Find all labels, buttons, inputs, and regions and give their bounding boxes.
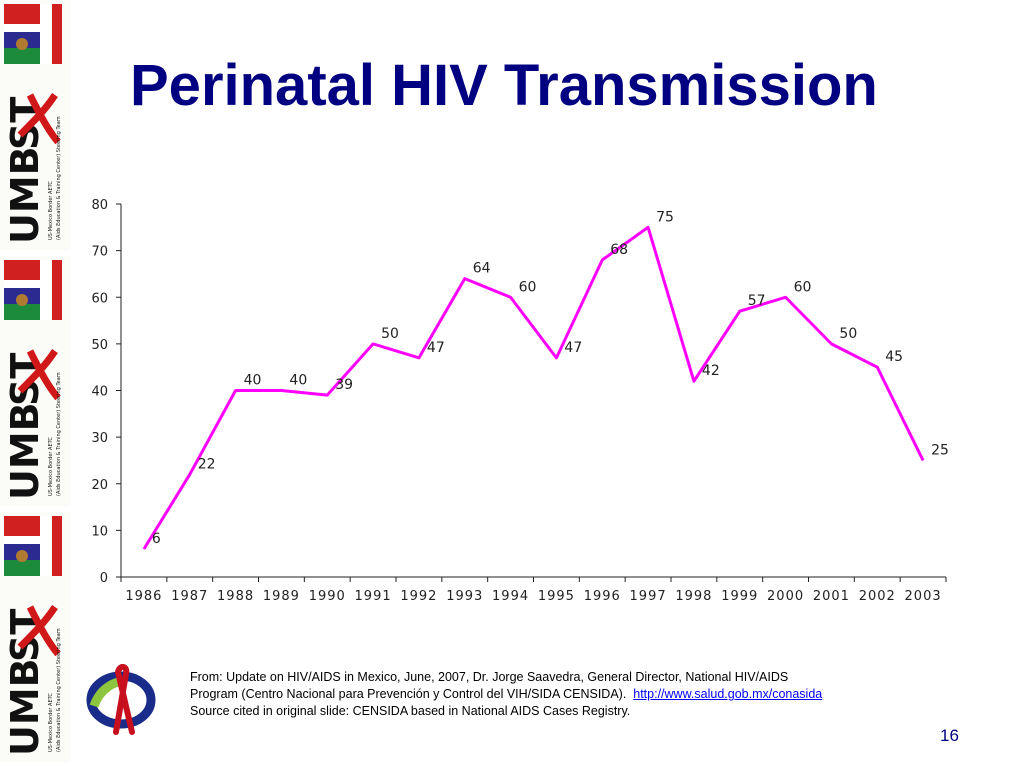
data-label: 60 bbox=[519, 279, 537, 295]
x-tick-label: 1986 bbox=[125, 589, 162, 604]
data-label: 39 bbox=[335, 377, 353, 393]
data-label: 22 bbox=[198, 456, 216, 472]
data-label: 25 bbox=[931, 442, 949, 458]
svg-text:US-Mexico Border AETC: US-Mexico Border AETC bbox=[48, 693, 54, 752]
svg-text:UMB: UMB bbox=[3, 402, 47, 500]
source-link[interactable]: http://www.salud.gob.mx/conasida bbox=[633, 687, 823, 701]
svg-text:ST: ST bbox=[3, 353, 47, 406]
data-labels: 6 22 40 40 39 50 47 64 60 47 68 75 42 57 60 50 45 25 bbox=[152, 209, 949, 547]
data-label: 42 bbox=[702, 363, 720, 379]
y-tick-label: 0 bbox=[100, 571, 108, 586]
umbpst-logo: UMB ST US-Mexico Border AETC (Aids Educa… bbox=[0, 256, 70, 506]
data-label: 50 bbox=[839, 326, 857, 342]
data-label: 47 bbox=[427, 340, 445, 356]
page-number: 16 bbox=[940, 726, 959, 745]
svg-text:ST: ST bbox=[3, 609, 47, 662]
y-tick-label: 20 bbox=[91, 478, 108, 493]
x-tick-label: 1990 bbox=[309, 589, 346, 604]
data-label: 75 bbox=[656, 209, 674, 225]
x-tick-label: 1997 bbox=[630, 589, 667, 604]
x-tick-label: 1996 bbox=[584, 589, 621, 604]
y-tick-label: 70 bbox=[91, 245, 108, 260]
series-line bbox=[142, 225, 925, 550]
data-label: 47 bbox=[564, 340, 582, 356]
source-line-2: Program (Centro Nacional para Prevención… bbox=[190, 686, 930, 703]
data-label: 64 bbox=[473, 261, 491, 277]
svg-text:(Aids Education & Training Cen: (Aids Education & Training Center) Steer… bbox=[56, 372, 62, 496]
x-tick-label: 1988 bbox=[217, 589, 254, 604]
aids-ribbon-logo bbox=[86, 664, 156, 735]
x-tick-label: 1999 bbox=[721, 589, 758, 604]
x-tick-label: 1992 bbox=[400, 589, 437, 604]
svg-text:(Aids Education & Training Cen: (Aids Education & Training Center) Steer… bbox=[56, 628, 62, 752]
x-tick-label: 1994 bbox=[492, 589, 529, 604]
data-label: 57 bbox=[748, 293, 766, 309]
data-label: 68 bbox=[610, 242, 628, 258]
svg-text:US-Mexico Border AETC: US-Mexico Border AETC bbox=[48, 437, 54, 496]
svg-text:ST: ST bbox=[3, 97, 47, 150]
y-tick-label: 60 bbox=[91, 291, 108, 306]
x-tick-label: 1987 bbox=[171, 589, 208, 604]
data-label: 40 bbox=[289, 373, 307, 389]
x-tick-label: 1989 bbox=[263, 589, 300, 604]
x-tick-label: 1995 bbox=[538, 589, 575, 604]
source-line-2-text: Program (Centro Nacional para Prevención… bbox=[190, 687, 627, 701]
source-line-1: From: Update on HIV/AIDS in Mexico, June… bbox=[190, 670, 789, 684]
y-tick-label: 50 bbox=[91, 338, 108, 353]
x-tick-label: 1993 bbox=[446, 589, 483, 604]
x-tick-label: 2000 bbox=[767, 589, 804, 604]
umbpst-logo: UMB ST US-Mexico Border AETC (Aids Educa… bbox=[0, 512, 70, 762]
source-line-3: Source cited in original slide: CENSIDA … bbox=[190, 704, 631, 718]
x-tick-label: 2003 bbox=[905, 589, 942, 604]
x-tick-label: 2002 bbox=[859, 589, 896, 604]
y-tick-label: 80 bbox=[91, 198, 108, 213]
y-tick-label: 10 bbox=[91, 524, 108, 539]
data-label: 60 bbox=[794, 279, 812, 295]
x-tick-label: 1991 bbox=[355, 589, 392, 604]
data-label: 45 bbox=[885, 349, 903, 365]
svg-text:(Aids Education & Training Cen: (Aids Education & Training Center) Steer… bbox=[56, 116, 62, 240]
svg-text:UMB: UMB bbox=[3, 146, 47, 244]
x-tick-label: 2001 bbox=[813, 589, 850, 604]
svg-text:UMB: UMB bbox=[3, 658, 47, 756]
x-tick-labels: 1986 1987 1988 1989 1990 1991 1992 1993 1994 1995… bbox=[125, 589, 942, 604]
data-label: 40 bbox=[244, 373, 262, 389]
y-tick-label: 40 bbox=[91, 385, 108, 400]
svg-text:US-Mexico Border AETC: US-Mexico Border AETC bbox=[48, 181, 54, 240]
data-label: 50 bbox=[381, 326, 399, 342]
chart-axes bbox=[116, 203, 947, 582]
umbpst-logo: UMB ST US-Mexico Border AETC (Aids Educa… bbox=[0, 0, 70, 250]
slide-title: Perinatal HIV Transmission bbox=[130, 53, 878, 118]
y-tick-labels: 0 10 20 30 40 50 60 70 80 bbox=[91, 198, 108, 586]
x-tick-label: 1998 bbox=[675, 589, 712, 604]
source-citation: From: Update on HIV/AIDS in Mexico, June… bbox=[190, 669, 930, 720]
y-tick-label: 30 bbox=[91, 431, 108, 446]
sidebar-logos: UMB ST US-Mexico Border AETC (Aids Educa… bbox=[0, 0, 70, 768]
data-label: 6 bbox=[152, 531, 161, 547]
